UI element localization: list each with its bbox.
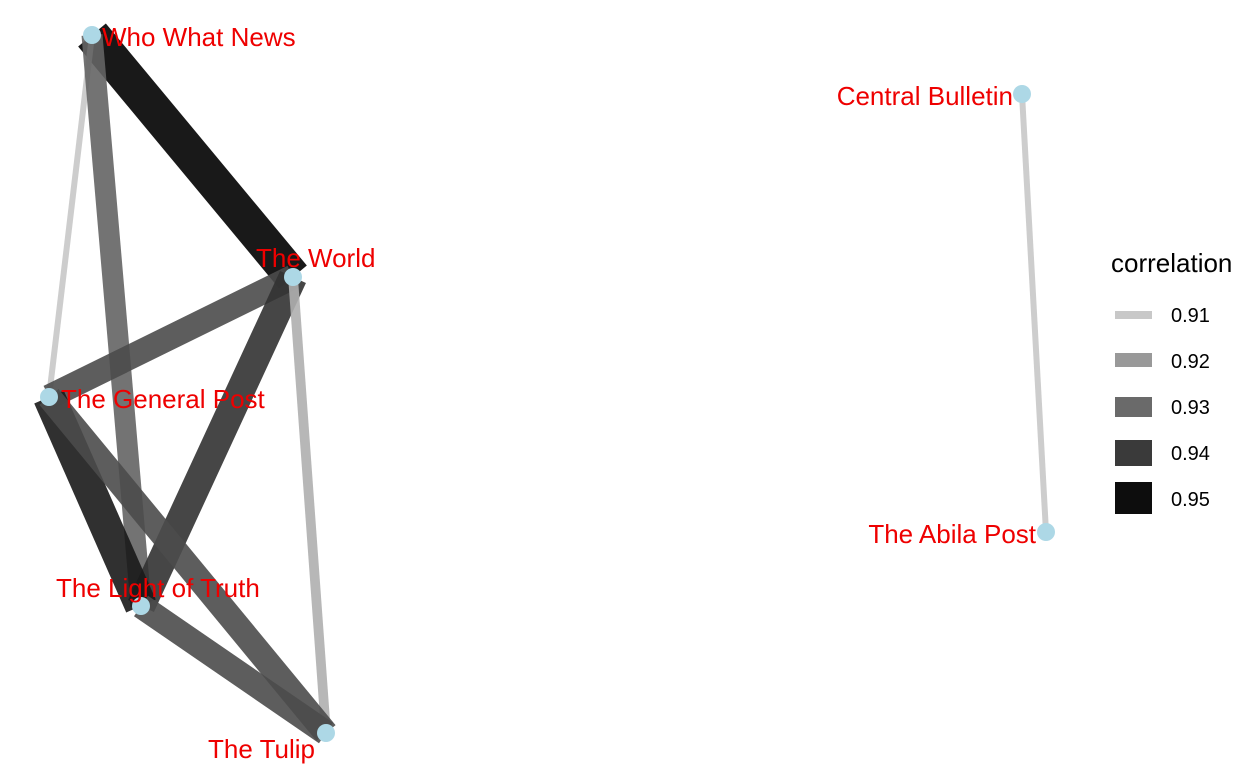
node-label-tulip: The Tulip (208, 734, 315, 764)
node-label-world: The World (256, 243, 375, 273)
node-label-abila: The Abila Post (868, 519, 1036, 549)
edge-who-general (46, 34, 95, 398)
edge-central-abila (1019, 93, 1049, 533)
legend-label-0-95: 0.95 (1171, 489, 1210, 511)
edge-world-tulip (288, 276, 331, 734)
legend-label-0-92: 0.92 (1171, 351, 1210, 373)
nodes (40, 26, 1055, 742)
legend-label-0-93: 0.93 (1171, 397, 1210, 419)
node-label-central: Central Bulletin (837, 81, 1013, 111)
legend-swatch-0-93 (1115, 397, 1152, 417)
legend-swatch-0-94 (1115, 440, 1152, 466)
node-central (1013, 85, 1031, 103)
edge-light-tulip (133, 595, 334, 744)
node-abila (1037, 523, 1055, 541)
edge-who-world (78, 23, 307, 289)
legend-swatch-0-91 (1115, 311, 1152, 319)
node-tulip (317, 724, 335, 742)
edge-world-general (43, 265, 299, 409)
node-label-general: The General Post (61, 384, 266, 414)
legend-label-0-94: 0.94 (1171, 443, 1210, 465)
node-world (284, 268, 302, 286)
edge-general-tulip (39, 389, 336, 741)
node-label-who: Who What News (102, 22, 296, 52)
node-who (83, 26, 101, 44)
node-general (40, 388, 58, 406)
node-labels: Who What News The World The General Post Th… (56, 22, 1037, 764)
node-light (132, 597, 150, 615)
legend-swatch-0-95 (1115, 482, 1152, 514)
legend-label-0-91: 0.91 (1171, 305, 1210, 327)
edges (34, 23, 1049, 744)
node-label-light: The Light of Truth (56, 573, 260, 603)
legend-swatch-0-92 (1115, 353, 1152, 367)
legend-title: correlation (1111, 248, 1232, 278)
legend: correlation 0.91 0.92 0.93 0.94 0.95 (1111, 248, 1232, 524)
